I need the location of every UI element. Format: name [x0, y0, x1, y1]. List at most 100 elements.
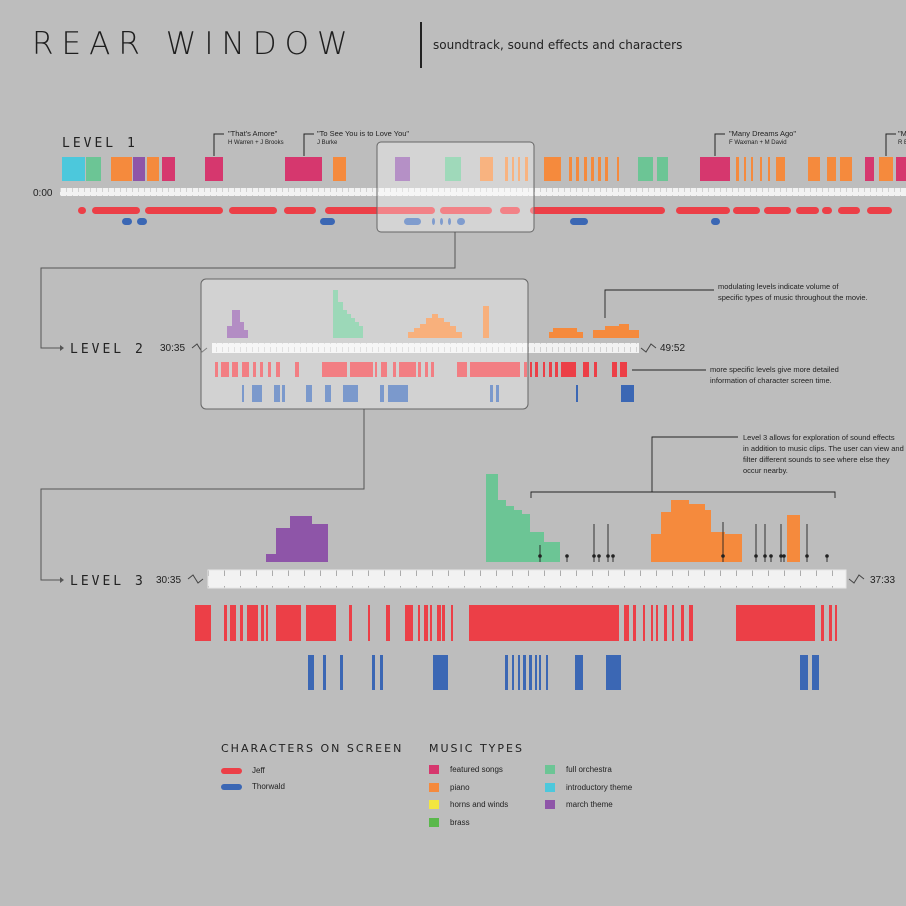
level2-zoom-window[interactable] — [200, 278, 529, 410]
music-block-piano — [591, 157, 594, 181]
jeff-segment — [470, 362, 520, 377]
thorwald-segment — [432, 218, 435, 225]
music-block-piano — [744, 157, 746, 181]
level3-annotation-line — [651, 436, 738, 492]
thorwald-segment — [404, 218, 421, 225]
sound-effect-marker[interactable] — [782, 554, 786, 558]
sound-effect-marker[interactable] — [754, 554, 758, 558]
jeff-segment — [676, 207, 730, 214]
jeff-segment — [835, 605, 837, 641]
thorwald-segment — [496, 385, 499, 402]
legend-label-full-orchestra: full orchestra — [566, 765, 612, 774]
jeff-segment — [796, 207, 819, 214]
level1-timeline-bar[interactable] — [60, 188, 906, 196]
brass-swatch — [429, 818, 439, 827]
song-callout-1: "That's Amore" H Warren + J Brooks — [213, 129, 284, 156]
level2-start-time: 30:35 — [160, 343, 185, 354]
level2-label: LEVEL 2 — [70, 342, 146, 357]
legend-item-thorwald[interactable]: Thorwald — [221, 782, 285, 791]
sound-effect-marker[interactable] — [825, 554, 829, 558]
sound-effect-marker[interactable] — [565, 554, 569, 558]
jeff-segment — [594, 362, 597, 377]
sound-effect-marker[interactable] — [538, 554, 542, 558]
sound-effect-marker[interactable] — [763, 554, 767, 558]
legend-label-featured-songs: featured songs — [450, 765, 503, 774]
legend-item-featured-songs[interactable]: featured songs — [429, 765, 503, 774]
jeff-segment — [583, 362, 589, 377]
song-credit-4: R E — [898, 140, 906, 146]
sound-effect-marker[interactable] — [721, 554, 725, 558]
legend-item-piano[interactable]: piano — [429, 783, 470, 792]
music-block-featured — [162, 157, 175, 181]
jeff-segment — [215, 362, 218, 377]
jeff-segment — [230, 605, 236, 641]
thorwald-segment — [274, 385, 280, 402]
legend-item-introductory-theme[interactable]: introductory theme — [545, 783, 632, 792]
featured-songs-swatch — [429, 765, 439, 774]
sound-effect-marker[interactable] — [597, 554, 601, 558]
thorwald-segment — [380, 655, 383, 690]
song-callout-4: "M R E — [885, 129, 906, 156]
sound-effect-marker[interactable] — [779, 554, 783, 558]
legend-item-brass[interactable]: brass — [429, 818, 470, 827]
music-area-piano — [549, 328, 583, 338]
level1-zoom-window[interactable] — [376, 141, 535, 233]
jeff-segment — [221, 362, 229, 377]
jeff-segment — [375, 362, 377, 377]
thorwald-segment — [711, 218, 720, 225]
jeff-segment — [92, 207, 140, 214]
jeff-segment — [431, 362, 434, 377]
thorwald-segment — [308, 655, 314, 690]
music-block-piano — [827, 157, 836, 181]
legend-item-march-theme[interactable]: march theme — [545, 800, 613, 809]
jeff-segment — [524, 362, 527, 377]
volume-annotation-line — [604, 289, 714, 318]
thorwald-segment — [320, 218, 335, 225]
thorwald-segment — [505, 655, 508, 690]
thorwald-segment — [606, 655, 621, 690]
jeff-segment — [195, 605, 211, 641]
legend-label-piano: piano — [450, 783, 470, 792]
jeff-segment — [681, 605, 684, 641]
sound-effect-marker[interactable] — [611, 554, 615, 558]
level2-timeline-bar[interactable] — [212, 343, 639, 353]
sound-effect-marker[interactable] — [805, 554, 809, 558]
level3-end-time: 37:33 — [870, 575, 895, 586]
jeff-segment — [393, 362, 396, 377]
sound-effect-marker[interactable] — [769, 554, 773, 558]
thorwald-segment — [812, 655, 819, 690]
level3-label: LEVEL 3 — [70, 574, 146, 589]
thorwald-swatch — [221, 783, 242, 790]
thorwald-segment — [282, 385, 285, 402]
music-block-piano — [776, 157, 785, 181]
music-block-featured — [896, 157, 906, 181]
level3-sound-effects — [538, 522, 829, 562]
music-block-piano — [544, 157, 561, 181]
legend-label-jeff: Jeff — [252, 766, 265, 775]
level2-to-level3-connector — [40, 409, 365, 581]
level1-jeff-track — [78, 207, 892, 214]
jeff-segment — [829, 605, 832, 641]
sound-effect-marker[interactable] — [606, 554, 610, 558]
music-block-piano — [480, 157, 493, 181]
legend-item-jeff[interactable]: Jeff — [221, 766, 265, 775]
jeff-segment — [838, 207, 860, 214]
thorwald-segment — [570, 218, 588, 225]
thorwald-segment — [523, 655, 526, 690]
legend-item-horns-and-winds[interactable]: horns and winds — [429, 800, 508, 809]
level3-annotation-line3: filter different sounds to see where els… — [743, 455, 890, 464]
jeff-segment — [145, 207, 223, 214]
music-area-march — [227, 310, 248, 338]
level3-timeline-bar[interactable] — [207, 569, 847, 589]
jeff-segment — [399, 362, 416, 377]
thorwald-segment — [490, 385, 493, 402]
thorwald-segment — [433, 655, 448, 690]
legend-item-full-orchestra[interactable]: full orchestra — [545, 765, 612, 774]
jeff-segment — [656, 605, 658, 641]
jeff-segment — [349, 605, 352, 641]
level3-annotation-line1: Level 3 allows for exploration of sound … — [743, 433, 895, 442]
jeff-segment — [261, 605, 264, 641]
sound-effect-marker[interactable] — [592, 554, 596, 558]
jeff-segment — [442, 605, 445, 641]
